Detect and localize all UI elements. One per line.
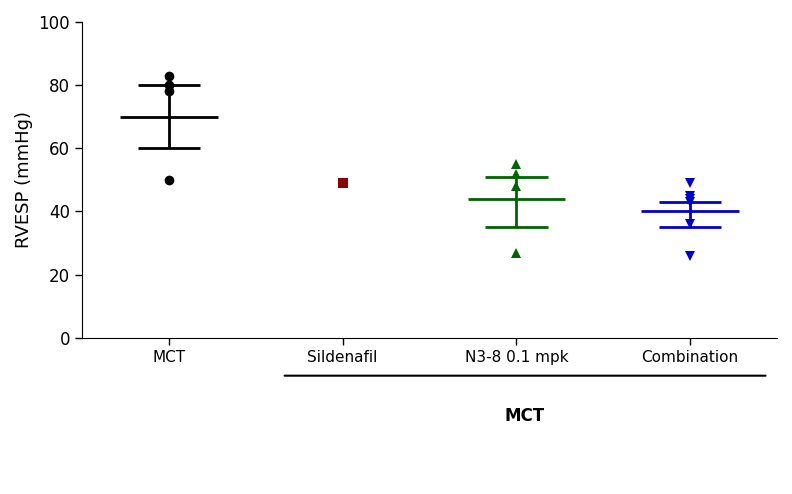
Y-axis label: RVESP (mmHg): RVESP (mmHg) [15,112,33,248]
Text: MCT: MCT [505,407,545,425]
